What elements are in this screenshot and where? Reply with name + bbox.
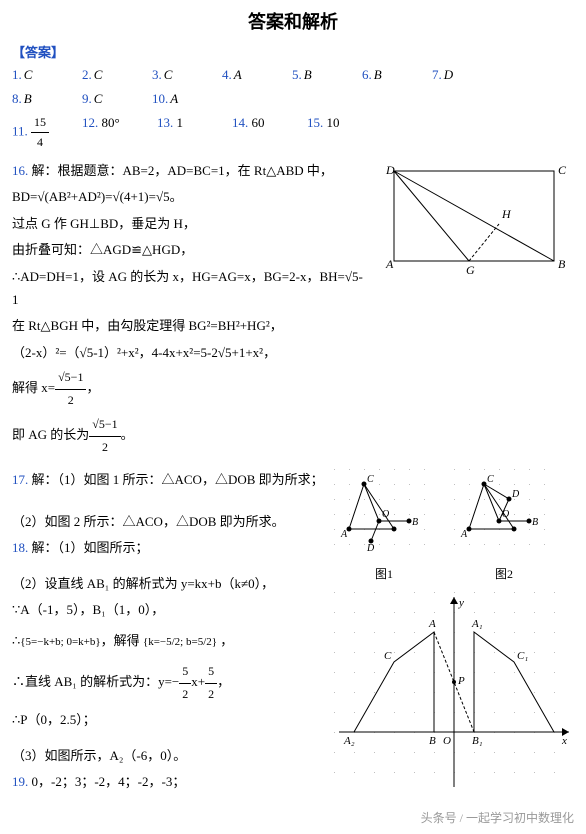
q17-q18-block: 17. 解：（1）如图 1 所示：△ACO，△DOB 即为所求； （2）如图 2… — [12, 465, 574, 796]
svg-text:D: D — [385, 163, 395, 177]
svg-text:C₁: C₁ — [517, 650, 528, 662]
svg-text:y: y — [458, 597, 464, 609]
svg-text:B: B — [429, 735, 436, 747]
svg-text:G: G — [466, 263, 475, 277]
svg-text:P: P — [457, 675, 465, 687]
svg-text:H: H — [501, 207, 512, 221]
svg-text:A: A — [428, 618, 436, 630]
answer-row-2: 8.B 9.C 10.A — [12, 89, 574, 110]
q16-figure: D C A B G H — [374, 156, 574, 286]
q18-figure: A A₁ C C₁ A₂ B O B₁ P x y — [334, 592, 574, 792]
svg-text:A: A — [340, 529, 348, 540]
svg-text:C: C — [558, 163, 567, 177]
svg-text:C: C — [367, 474, 374, 485]
fig2: C A O B D — [454, 469, 554, 559]
svg-text:D: D — [366, 543, 375, 554]
svg-text:O: O — [382, 509, 389, 520]
svg-text:B: B — [558, 257, 566, 271]
page-title: 答案和解析 — [12, 8, 574, 34]
q16-block: 16. 解：根据题意：AB=2，AD=BC=1，在 Rt△ABD 中， BD=√… — [12, 156, 574, 462]
svg-text:B: B — [532, 517, 538, 528]
svg-text:x: x — [561, 735, 567, 747]
svg-text:A: A — [385, 257, 394, 271]
svg-text:D: D — [511, 489, 520, 500]
svg-text:B₁: B₁ — [472, 735, 483, 747]
fig1: C A O B D — [334, 469, 434, 559]
svg-text:B: B — [412, 517, 418, 528]
answer-row-3: 11. 154 12. 80° 13. 1 14. 60 15. 10 — [12, 113, 574, 152]
answer-label: 【答案】 — [12, 42, 574, 61]
svg-text:C: C — [384, 650, 392, 662]
svg-text:A₂: A₂ — [343, 735, 355, 747]
svg-text:C: C — [487, 474, 494, 485]
svg-text:O: O — [502, 509, 509, 520]
svg-text:A₁: A₁ — [471, 618, 483, 630]
answer-row-1: 1.C 2.C 3.C 4.A 5.B 6.B 7.D — [12, 65, 574, 86]
svg-text:A: A — [460, 529, 468, 540]
page-footer: 头条号 / 一起学习初中数理化 — [12, 809, 574, 826]
svg-text:O: O — [443, 735, 451, 747]
